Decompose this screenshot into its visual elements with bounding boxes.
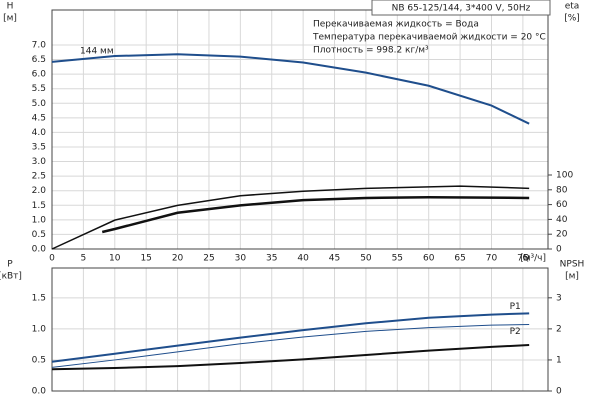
series-line (101, 195, 530, 234)
note: Перекачиваемая жидкость = Вода (313, 20, 479, 30)
x-tick-label: 65 (454, 254, 465, 264)
y2-axis-label: eta (565, 2, 580, 12)
x-tick-label: 60 (423, 254, 435, 264)
series-line (51, 312, 530, 363)
series-label: 144 мм (80, 46, 114, 56)
y-tick-label: 3.0 (32, 157, 47, 167)
series-line (51, 344, 530, 371)
x-tick-label: 25 (203, 254, 214, 264)
title-box (371, 0, 551, 16)
y-tick-label: 0.5 (32, 355, 46, 365)
series-label: P2 (510, 327, 521, 337)
y-tick-label: 2.5 (32, 172, 46, 182)
y-tick-label: 2.0 (32, 186, 47, 196)
y2-tick-label: 40 (556, 215, 568, 225)
x-tick-label: 30 (235, 254, 247, 264)
y-tick-label: 7.0 (32, 40, 47, 50)
x-tick-label: 55 (392, 254, 403, 264)
y-tick-label: 4.5 (32, 113, 46, 123)
y-axis-label: H (7, 2, 14, 12)
y2-axis-label: [м] (565, 272, 579, 282)
plot-frame (51, 9, 549, 250)
y-tick-label: 6.0 (32, 70, 47, 80)
y2-tick-label: 2 (556, 324, 562, 334)
x-axis-label: Q (522, 254, 529, 264)
x-tick-label: 20 (172, 254, 184, 264)
y-tick-label: 6.5 (32, 55, 46, 65)
x-tick-label: 35 (266, 254, 277, 264)
series-label: P1 (510, 302, 521, 312)
series-line (51, 324, 530, 368)
note: Температура перекачиваемой жидкости = 20… (312, 33, 546, 43)
x-tick-label: 10 (109, 254, 121, 264)
y-tick-label: 1.5 (32, 201, 46, 211)
y-tick-label: 0.0 (32, 245, 47, 255)
y2-tick-label: 100 (556, 171, 573, 181)
y2-tick-label: 3 (556, 293, 562, 303)
x-tick-label: 75 (517, 254, 528, 264)
series-line (51, 185, 530, 250)
y-axis-label: [м] (3, 14, 17, 24)
y-tick-label: 5.0 (32, 99, 47, 109)
x-tick-label: 50 (360, 254, 372, 264)
y2-tick-label: 20 (556, 230, 568, 240)
y-tick-label: 5.5 (32, 84, 46, 94)
y2-axis-label: [%] (564, 14, 580, 24)
plot-frame (51, 267, 549, 392)
x-tick-label: 15 (140, 254, 151, 264)
y-axis-label: P (7, 260, 13, 270)
y-tick-label: 1.5 (32, 293, 46, 303)
x-axis-unit: [м³/ч] (520, 254, 546, 264)
y-tick-label: 0.5 (32, 230, 46, 240)
x-tick-label: 45 (329, 254, 340, 264)
y-tick-label: 3.5 (32, 142, 46, 152)
y2-tick-label: 0 (556, 245, 562, 255)
y-axis-label: [кВт] (0, 272, 22, 282)
x-tick-label: 0 (49, 254, 55, 264)
y2-tick-label: 1 (556, 355, 562, 365)
y-tick-label: 1.0 (32, 324, 47, 334)
y2-axis-label: NPSH (560, 260, 585, 270)
y-tick-label: 1.0 (32, 215, 47, 225)
x-tick-label: 40 (297, 254, 309, 264)
note: Плотность = 998.2 кг/м³ (313, 46, 429, 56)
x-tick-label: 70 (486, 254, 498, 264)
y2-tick-label: 60 (556, 200, 568, 210)
x-tick-label: 5 (81, 254, 87, 264)
series-line (51, 53, 530, 125)
y2-tick-label: 80 (556, 185, 568, 195)
y2-tick-label: 0 (556, 387, 562, 397)
y-tick-label: 0.0 (32, 387, 47, 397)
chart-title: NB 65-125/144, 3*400 V, 50Hz (392, 4, 531, 14)
y-tick-label: 4.0 (32, 128, 47, 138)
